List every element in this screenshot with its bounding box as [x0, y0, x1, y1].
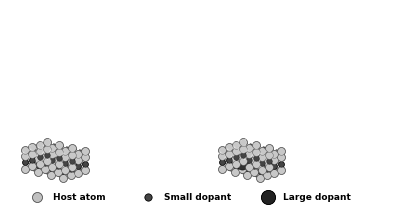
Text: Small dopant: Small dopant	[164, 192, 232, 202]
Text: Host atom: Host atom	[53, 192, 106, 202]
Polygon shape	[25, 155, 85, 171]
Polygon shape	[222, 155, 282, 171]
Text: Large dopant: Large dopant	[284, 192, 351, 202]
